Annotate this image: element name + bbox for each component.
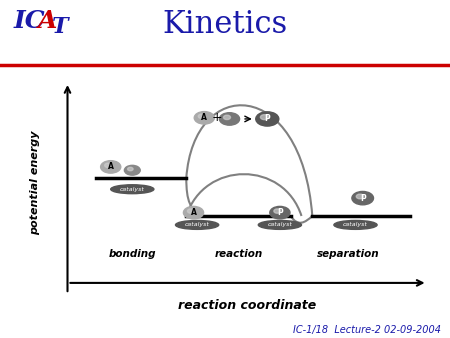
Text: A: A — [201, 113, 207, 122]
Text: Kinetics: Kinetics — [162, 9, 288, 40]
Circle shape — [274, 209, 281, 213]
Circle shape — [198, 114, 205, 118]
Text: bonding: bonding — [108, 249, 156, 259]
Circle shape — [101, 161, 121, 173]
Text: catalyst: catalyst — [343, 222, 368, 227]
Circle shape — [184, 207, 203, 219]
Circle shape — [352, 191, 374, 205]
Circle shape — [270, 207, 290, 219]
Circle shape — [127, 167, 133, 171]
Text: A: A — [190, 208, 197, 217]
Circle shape — [124, 165, 140, 175]
Circle shape — [194, 112, 214, 124]
Text: catalyst: catalyst — [184, 222, 210, 227]
Text: A: A — [38, 9, 58, 33]
Text: P: P — [360, 194, 365, 203]
Circle shape — [105, 163, 112, 168]
Circle shape — [188, 209, 194, 213]
Circle shape — [224, 115, 230, 120]
Text: T: T — [52, 16, 68, 39]
Text: P: P — [277, 208, 283, 217]
Circle shape — [356, 194, 364, 199]
Ellipse shape — [111, 185, 154, 194]
Circle shape — [256, 112, 279, 126]
Ellipse shape — [334, 220, 377, 230]
Ellipse shape — [176, 220, 219, 230]
Text: reaction coordinate: reaction coordinate — [178, 299, 317, 312]
Text: IC: IC — [14, 9, 45, 33]
Text: +: + — [212, 111, 222, 124]
Circle shape — [261, 115, 269, 120]
Text: P: P — [265, 115, 270, 123]
Ellipse shape — [258, 220, 302, 230]
Text: separation: separation — [317, 249, 380, 259]
Text: potential energy: potential energy — [30, 130, 40, 235]
Text: A: A — [108, 162, 114, 171]
Text: catalyst: catalyst — [267, 222, 293, 227]
Circle shape — [220, 113, 239, 125]
Text: catalyst: catalyst — [120, 187, 145, 192]
Text: IC-1/18  Lecture-2 02-09-2004: IC-1/18 Lecture-2 02-09-2004 — [293, 324, 441, 335]
Text: reaction: reaction — [214, 249, 263, 259]
